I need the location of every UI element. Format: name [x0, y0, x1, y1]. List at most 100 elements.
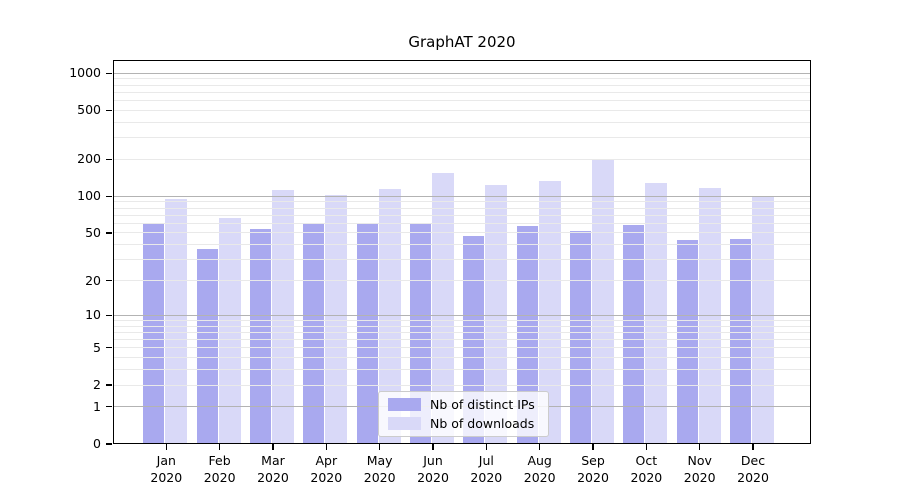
- gridline-minor-8: [113, 325, 811, 327]
- gridline-minor-700: [113, 91, 811, 93]
- plot-area: 0 1 2 5 10 20 50 100 200 500 1000 Jan 2020 Feb 2020 M…: [69, 60, 811, 485]
- gridline-minor-3: [113, 369, 811, 371]
- gridline-minor-400: [113, 121, 811, 123]
- x-tick-label-feb-2020: Feb 2020: [203, 453, 236, 485]
- bar-nb-of-downloads-jun-2020: [432, 172, 454, 444]
- y-tick-1000: [106, 72, 112, 74]
- x-tick-mar-2020: [272, 444, 274, 450]
- legend-swatch-distinct-ips: [388, 398, 421, 411]
- y-tick-label-100: 100: [77, 188, 101, 204]
- y-tick-10: [106, 314, 112, 316]
- x-tick-label-aug-2020: Aug 2020: [523, 453, 556, 485]
- x-tick-label-mar-2020: Mar 2020: [257, 453, 289, 485]
- gridline-minor-500: [113, 109, 811, 111]
- x-tick-label-jun-2020: Jun 2020: [417, 453, 449, 485]
- x-tick-jun-2020: [432, 444, 434, 450]
- y-tick-label-10: 10: [85, 307, 101, 323]
- gridline-minor-40: [113, 244, 811, 246]
- bar-nb-of-downloads-sep-2020: [592, 159, 615, 444]
- gridline-major-1000: [113, 72, 811, 74]
- x-tick-feb-2020: [218, 444, 221, 450]
- bar-nb-of-downloads-may-2020: [378, 188, 401, 444]
- bar-nb-of-distinct-ips-feb-2020: [196, 248, 218, 444]
- gridline-minor-600: [113, 100, 811, 102]
- x-tick-dec-2020: [752, 444, 754, 450]
- x-tick-sep-2020: [592, 444, 594, 450]
- x-tick-label-nov-2020: Nov 2020: [683, 453, 716, 485]
- legend-label-downloads: Nb of downloads: [430, 416, 535, 431]
- y-tick-label-500: 500: [77, 102, 101, 118]
- gridline-minor-4: [113, 357, 811, 359]
- gridline-minor-60: [113, 222, 811, 224]
- y-tick-500: [106, 109, 112, 112]
- x-tick-label-may-2020: May 2020: [363, 453, 396, 485]
- gridline-minor-300: [113, 137, 811, 139]
- gridline-major-10: [113, 314, 811, 316]
- bar-nb-of-distinct-ips-dec-2020: [730, 238, 752, 444]
- gridline-minor-5: [113, 347, 811, 349]
- bar-nb-of-downloads-nov-2020: [698, 187, 721, 444]
- bar-nb-of-distinct-ips-apr-2020: [303, 222, 325, 444]
- bar-nb-of-downloads-mar-2020: [271, 189, 294, 444]
- y-tick-5: [106, 347, 112, 349]
- legend-entry-downloads: Nb of downloads: [388, 417, 535, 430]
- bar-nb-of-downloads-feb-2020: [218, 217, 241, 444]
- x-tick-label-oct-2020: Oct 2020: [630, 453, 663, 485]
- y-tick-label-2: 2: [93, 377, 101, 393]
- y-tick-200: [106, 158, 112, 161]
- gridline-minor-900: [113, 78, 811, 80]
- bar-nb-of-distinct-ips-may-2020: [356, 223, 378, 444]
- x-tick-label-dec-2020: Dec 2020: [737, 453, 769, 485]
- gridline-minor-800: [113, 84, 811, 86]
- gridline-minor-6: [113, 339, 811, 341]
- y-tick-20: [106, 279, 112, 282]
- bar-nb-of-distinct-ips-oct-2020: [623, 225, 645, 444]
- y-tick-label-1: 1: [93, 398, 101, 414]
- y-tick-2: [106, 384, 112, 386]
- gridline-minor-9: [113, 319, 811, 321]
- bar-nb-of-downloads-jan-2020: [165, 199, 188, 444]
- bar-nb-of-distinct-ips-jan-2020: [143, 222, 165, 444]
- bar-nb-of-downloads-oct-2020: [645, 183, 668, 444]
- y-tick-label-1000: 1000: [69, 65, 101, 81]
- y-tick-label-20: 20: [85, 272, 101, 288]
- gridline-minor-200: [113, 158, 811, 160]
- gridline-major-100: [113, 195, 811, 197]
- x-tick-jul-2020: [485, 444, 487, 450]
- gridline-minor-7: [113, 331, 811, 333]
- x-tick-nov-2020: [699, 444, 701, 450]
- x-tick-oct-2020: [645, 444, 647, 450]
- gridline-minor-30: [113, 259, 811, 261]
- legend-swatch-downloads: [388, 417, 421, 430]
- bar-nb-of-distinct-ips-jun-2020: [410, 223, 431, 444]
- chart-title: GraphAT 2020: [408, 33, 516, 51]
- gridline-minor-90: [113, 201, 811, 203]
- y-tick-1: [106, 406, 112, 408]
- bar-nb-of-downloads-aug-2020: [538, 180, 561, 444]
- legend-entry-distinct-ips: Nb of distinct IPs: [388, 398, 535, 411]
- x-tick-apr-2020: [325, 444, 327, 450]
- x-tick-label-sep-2020: Sep 2020: [577, 453, 609, 485]
- gridline-minor-70: [113, 214, 811, 216]
- y-tick-label-0: 0: [93, 436, 101, 451]
- gridline-minor-80: [113, 207, 811, 209]
- bar-nb-of-distinct-ips-mar-2020: [249, 228, 271, 444]
- gridline-minor-50: [113, 232, 811, 234]
- x-tick-aug-2020: [539, 444, 541, 450]
- bar-nb-of-downloads-jul-2020: [485, 184, 508, 444]
- x-tick-label-jan-2020: Jan 2020: [150, 453, 183, 485]
- y-tick-label-5: 5: [93, 339, 101, 355]
- gridline-minor-2: [113, 384, 811, 386]
- x-tick-label-apr-2020: Apr 2020: [310, 453, 343, 485]
- bar-nb-of-downloads-apr-2020: [325, 194, 348, 444]
- legend: Nb of distinct IPs Nb of downloads: [378, 391, 549, 437]
- x-tick-label-jul-2020: Jul 2020: [470, 453, 503, 485]
- y-tick-50: [106, 232, 112, 234]
- y-tick-label-50: 50: [85, 224, 101, 240]
- legend-label-distinct-ips: Nb of distinct IPs: [430, 397, 535, 412]
- x-tick-may-2020: [379, 444, 381, 450]
- gridline-minor-20: [113, 280, 811, 282]
- bar-nb-of-distinct-ips-nov-2020: [676, 239, 698, 444]
- x-tick-jan-2020: [165, 444, 167, 450]
